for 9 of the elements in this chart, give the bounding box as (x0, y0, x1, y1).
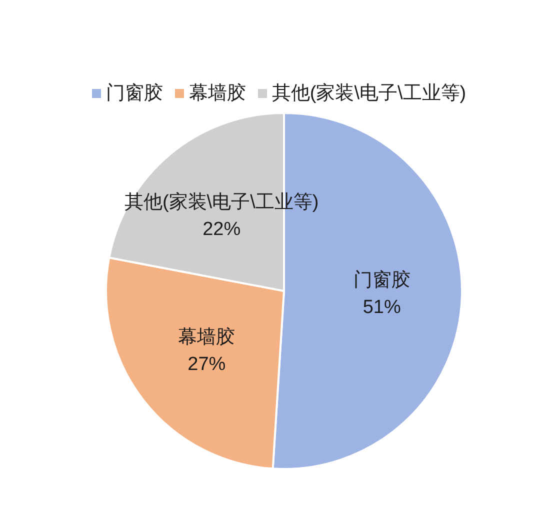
legend-label: 门窗胶 (106, 82, 163, 106)
data-label: 22% (202, 218, 241, 242)
legend-label: 其他(家装\电子\工业等) (272, 82, 466, 106)
slice-label: 幕墙胶 (178, 326, 236, 350)
data-label: 51% (362, 296, 401, 320)
slice-label: 其他(家装\电子\工业等) (124, 190, 319, 215)
data-label: 27% (188, 353, 226, 377)
slice-label: 门窗胶 (353, 269, 410, 294)
legend-label: 幕墙胶 (188, 82, 246, 106)
